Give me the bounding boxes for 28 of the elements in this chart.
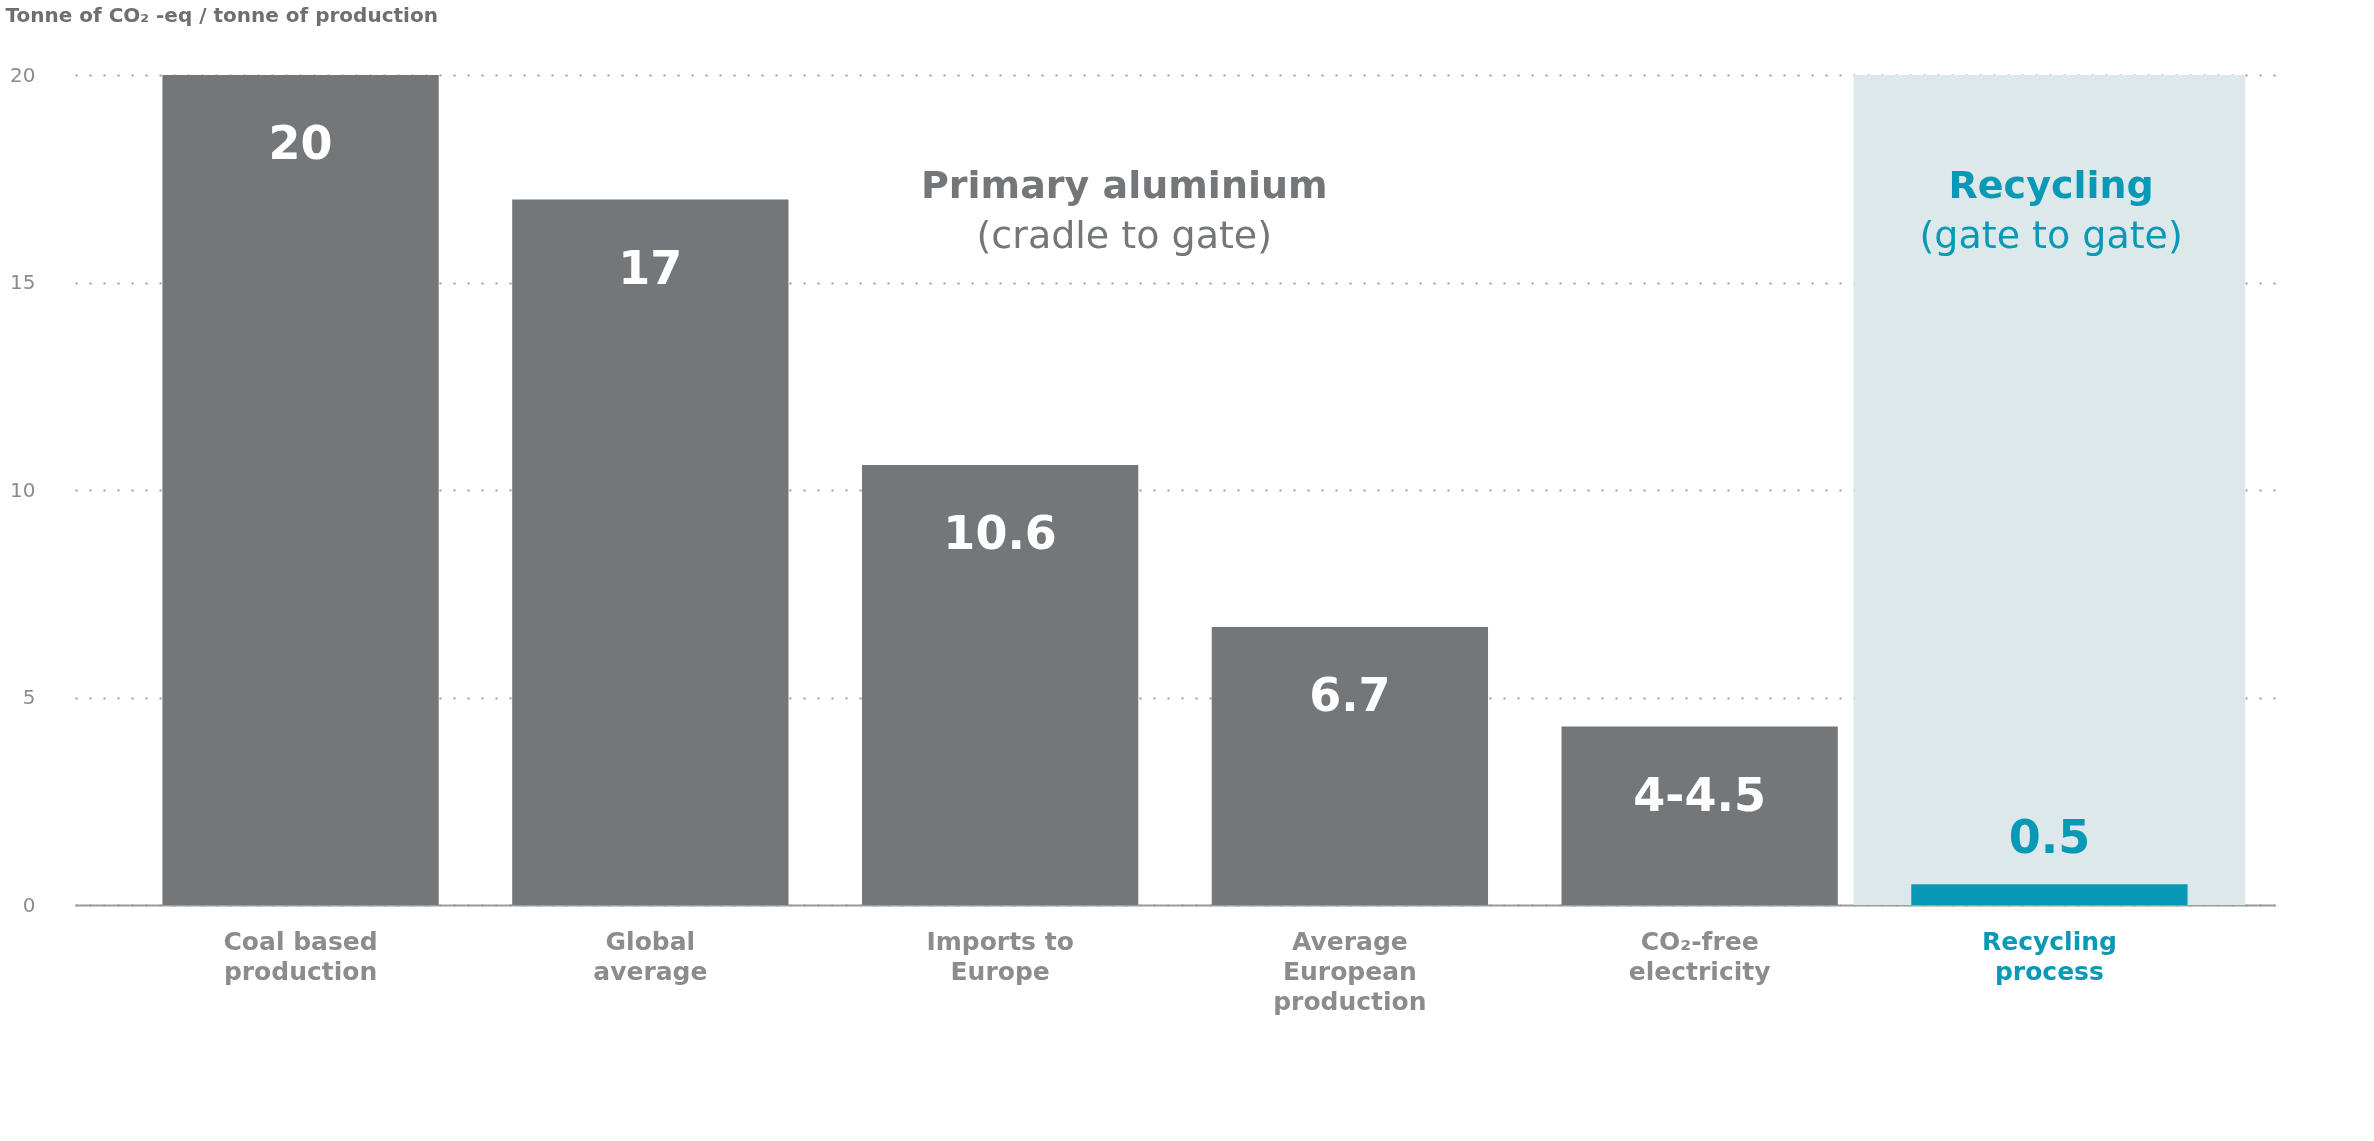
bar <box>1211 626 1489 905</box>
bar <box>861 465 1139 905</box>
bar <box>512 199 789 905</box>
annotation: Primary aluminium <box>920 163 1328 207</box>
x-tick-label: Recycling process <box>1981 926 2117 986</box>
y-tick-label: 0 <box>22 892 36 917</box>
data-label: 17 <box>618 240 683 295</box>
x-tick-label: Global average <box>593 926 708 986</box>
y-tick-label: 5 <box>22 685 36 709</box>
annotation: (cradle to gate) <box>976 213 1273 257</box>
x-tick-label: Imports to Europe <box>926 926 1074 986</box>
annotation: Recycling <box>1948 163 2154 207</box>
y-tick-label: 20 <box>10 62 36 87</box>
data-label: 4-4.5 <box>1633 767 1766 822</box>
bar <box>1561 726 1838 905</box>
y-tick-label: 10 <box>10 477 36 502</box>
x-tick-label: Coal based production <box>223 926 378 986</box>
annotation: (gate to gate) <box>1919 213 2183 257</box>
data-label: 10.6 <box>943 506 1057 561</box>
bar <box>162 75 439 905</box>
data-label: 0.5 <box>2008 810 2091 865</box>
data-label: 6.7 <box>1309 667 1391 722</box>
bar <box>1911 884 2188 905</box>
x-tick-label: Average European production <box>1273 926 1427 1016</box>
x-tick-label: CO₂-free electricity <box>1628 926 1771 986</box>
y-tick-label: 15 <box>10 270 36 294</box>
y-axis-title: Tonne of CO₂ -eq / tonne of production <box>5 2 438 27</box>
data-label: 20 <box>268 116 333 170</box>
